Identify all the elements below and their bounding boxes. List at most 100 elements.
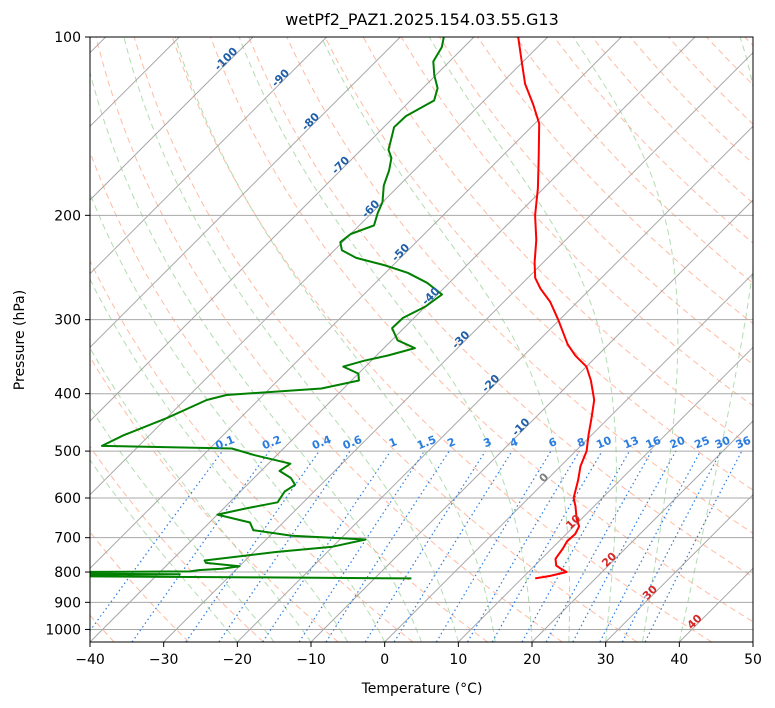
isotherm-line xyxy=(90,37,401,349)
mixing-ratio-line xyxy=(435,450,552,642)
y-tick-label: 700 xyxy=(54,531,81,547)
dry-adiabat xyxy=(210,37,753,623)
mixing-ratio-line xyxy=(521,450,631,642)
isotherm-label: 40 xyxy=(685,612,705,632)
y-tick-label: 800 xyxy=(54,565,81,581)
profile-lines xyxy=(90,37,596,580)
isotherm-label: -100 xyxy=(212,44,241,73)
dry-adiabat xyxy=(668,37,753,125)
y-tick-label: 200 xyxy=(54,208,81,224)
moist-adiabat xyxy=(320,37,571,642)
mixing-ratio-label: 6 xyxy=(547,435,559,450)
mixing-ratio-label: 2 xyxy=(445,435,457,450)
temperature-line xyxy=(517,37,596,580)
isotherm-line xyxy=(752,641,753,642)
moist-adiabat xyxy=(678,37,753,642)
y-axis-label: Pressure (hPa) xyxy=(12,290,28,390)
mixing-ratio-line xyxy=(393,450,513,642)
isotherm-label: -50 xyxy=(389,241,412,264)
dry-adiabat xyxy=(248,37,753,578)
moist-adiabat xyxy=(174,37,496,642)
mixing-ratio-line xyxy=(262,450,392,642)
mixing-ratio-label: 25 xyxy=(693,434,712,452)
y-tick-label: 1000 xyxy=(45,622,81,638)
moist-adiabat xyxy=(90,192,386,642)
mixing-ratio-label: 36 xyxy=(734,434,753,452)
mixing-ratio-line xyxy=(364,450,486,642)
x-tick-label: 20 xyxy=(523,652,541,668)
moist-adiabat xyxy=(90,278,349,642)
dry-adiabat xyxy=(515,37,753,284)
x-tick-label: 0 xyxy=(380,652,389,668)
isotherm-label: 30 xyxy=(640,582,660,602)
dry-adiabat xyxy=(90,259,414,642)
mixing-ratio-line xyxy=(599,450,702,642)
mixing-ratio-label: 20 xyxy=(668,434,687,452)
dry-adiabat xyxy=(744,37,753,47)
dry-adiabat xyxy=(95,37,563,642)
mixing-ratio-label: 10 xyxy=(594,434,613,452)
y-axis: 100 200 300 400 500 600 700 800 900 1000 xyxy=(45,30,90,638)
x-tick-label: 50 xyxy=(744,652,762,668)
mixing-ratio-label: 1.5 xyxy=(415,433,438,452)
y-tick-label: 500 xyxy=(54,444,81,460)
moist-adiabat xyxy=(90,406,275,642)
x-tick-label: 10 xyxy=(449,652,467,668)
x-tick-label: −20 xyxy=(223,652,253,668)
dry-adiabat xyxy=(90,531,190,642)
dry-adiabat xyxy=(133,37,638,642)
mixing-ratio-label: 1 xyxy=(387,435,399,450)
mixing-ratio-line xyxy=(298,450,425,642)
isotherm-label: 10 xyxy=(563,512,583,532)
isotherm-line xyxy=(90,37,254,201)
x-tick-label: 40 xyxy=(670,652,688,668)
isotherm-line xyxy=(90,37,696,642)
dry-adiabat xyxy=(324,37,753,491)
y-tick-label: 300 xyxy=(54,313,81,329)
y-tick-label: 900 xyxy=(54,595,81,611)
y-tick-label: 600 xyxy=(54,491,81,507)
mixing-ratio-label: 30 xyxy=(713,434,732,452)
isotherm-label: -30 xyxy=(449,328,472,351)
moist-adiabat xyxy=(572,37,679,642)
y-tick-label: 400 xyxy=(54,387,81,403)
mixing-ratio-line xyxy=(466,450,580,642)
isotherm-line xyxy=(90,37,328,275)
plot-background-lines xyxy=(90,37,753,642)
x-tick-label: 30 xyxy=(597,652,615,668)
isotherm-line xyxy=(90,37,549,496)
dry-adiabat xyxy=(553,37,753,244)
mixing-ratio-line xyxy=(90,450,223,632)
dry-adiabat xyxy=(438,37,753,366)
mixing-ratio-label: 16 xyxy=(644,434,663,452)
dry-adiabat xyxy=(706,37,753,86)
isotherm-label: -60 xyxy=(359,197,382,220)
dry-adiabat xyxy=(90,445,264,642)
isotherm-label: -90 xyxy=(269,66,292,89)
y-tick-label: 100 xyxy=(54,30,81,46)
mixing-ratio-label: 3 xyxy=(481,435,493,450)
dry-adiabat xyxy=(591,37,753,204)
moist-adiabat xyxy=(428,37,617,642)
isotherm-line xyxy=(531,420,753,642)
moist-adiabat xyxy=(90,459,238,642)
mixing-ratio-label: 13 xyxy=(622,434,641,452)
moist-adiabat xyxy=(238,37,533,642)
dry-adiabat xyxy=(171,37,712,642)
mixing-ratio-label: 0.2 xyxy=(260,433,283,452)
dewpoint-line xyxy=(90,37,445,580)
mixing-ratio-label: 0.6 xyxy=(341,433,364,452)
isotherm-line xyxy=(90,37,475,422)
moist-adiabat xyxy=(90,347,312,642)
moist-adiabat xyxy=(90,70,422,642)
x-tick-label: −10 xyxy=(296,652,326,668)
isotherm-line xyxy=(90,37,622,570)
isotherm-line xyxy=(605,493,753,642)
dry-adiabat xyxy=(286,37,753,534)
mixing-ratio-line xyxy=(572,450,677,642)
isotherm-line xyxy=(236,125,753,642)
isotherm-label: -70 xyxy=(329,154,352,177)
mixing-ratio-label: 8 xyxy=(575,435,587,450)
dry-adiabat xyxy=(90,150,488,642)
